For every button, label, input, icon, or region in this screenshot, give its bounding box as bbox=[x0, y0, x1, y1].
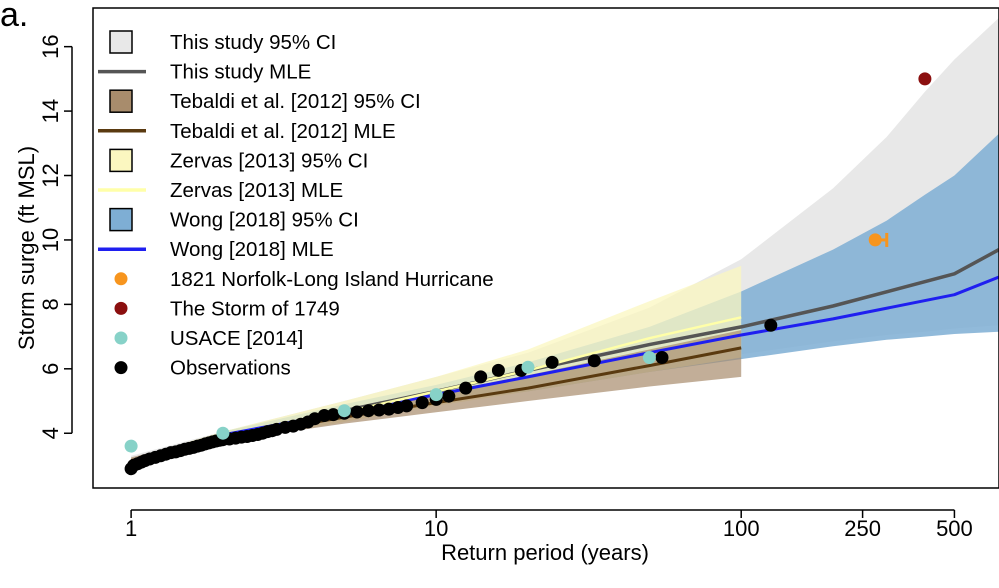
point-0-52 bbox=[491, 363, 505, 377]
legend-swatch-4 bbox=[109, 148, 133, 173]
y-tick-label-6: 16 bbox=[38, 34, 63, 58]
point-0-55 bbox=[587, 354, 601, 368]
legend-swatch-9 bbox=[114, 301, 128, 315]
point-0-46 bbox=[400, 399, 414, 413]
y-tick-label-2: 8 bbox=[38, 298, 63, 310]
legend-swatch-11 bbox=[114, 361, 128, 375]
legend-label-9: The Storm of 1749 bbox=[170, 297, 340, 320]
legend-swatch-0 bbox=[109, 30, 133, 54]
y-axis: 4 6 8 10 12 14 16 bbox=[38, 34, 73, 439]
point-0-51 bbox=[474, 370, 488, 384]
y-tick-label-5: 14 bbox=[38, 99, 63, 123]
y-tick-label-1: 6 bbox=[38, 363, 63, 375]
point-1-4 bbox=[521, 360, 535, 374]
x-tick-label-3: 250 bbox=[844, 516, 881, 541]
point-0-50 bbox=[459, 381, 473, 395]
y-tick-label-4: 12 bbox=[38, 163, 63, 187]
point-0-39 bbox=[326, 408, 340, 422]
legend-label-8: 1821 Norfolk-Long Island Hurricane bbox=[170, 268, 494, 291]
x-tick-label-2: 100 bbox=[723, 516, 760, 541]
legend-label-1: This study MLE bbox=[170, 61, 311, 84]
point-2-0 bbox=[918, 72, 932, 86]
legend: This study 95% CI This study MLE Tebaldi e… bbox=[98, 30, 494, 380]
point-0-56 bbox=[655, 351, 669, 364]
point-1-0 bbox=[124, 439, 138, 453]
point-1-5 bbox=[642, 351, 656, 364]
panel-label: a. bbox=[0, 0, 28, 34]
x-tick-label-0: 1 bbox=[125, 516, 137, 541]
data-points bbox=[124, 72, 932, 476]
legend-swatch-10 bbox=[114, 331, 128, 345]
y-axis-title: Storm surge (ft MSL) bbox=[14, 146, 39, 350]
x-axis-title: Return period (years) bbox=[441, 540, 649, 565]
point-1-2 bbox=[337, 404, 351, 418]
legend-swatch-2 bbox=[109, 89, 133, 113]
point-1-3 bbox=[429, 388, 443, 402]
point-0-49 bbox=[442, 389, 456, 403]
point-0-47 bbox=[415, 396, 429, 410]
y-tick-label-3: 10 bbox=[38, 228, 63, 252]
legend-label-0: This study 95% CI bbox=[170, 31, 336, 54]
y-tick-label-0: 4 bbox=[38, 427, 63, 439]
legend-label-3: Tebaldi et al. [2012] MLE bbox=[170, 120, 396, 143]
x-tick-label-1: 10 bbox=[424, 516, 448, 541]
point-0-42 bbox=[362, 404, 375, 418]
point-0-43 bbox=[372, 403, 386, 417]
point-0-54 bbox=[545, 355, 559, 369]
legend-label-4: Zervas [2013] 95% CI bbox=[170, 149, 368, 172]
legend-label-2: Tebaldi et al. [2012] 95% CI bbox=[170, 90, 421, 113]
point-0-57 bbox=[764, 318, 778, 332]
plot-frame bbox=[92, 7, 999, 489]
legend-label-5: Zervas [2013] MLE bbox=[170, 179, 343, 202]
x-axis: 1 10 100 250 500 bbox=[125, 509, 973, 541]
legend-label-6: Wong [2018] 95% CI bbox=[170, 209, 359, 232]
band-1 bbox=[222, 133, 999, 440]
legend-label-11: Observations bbox=[170, 357, 291, 380]
legend-swatch-6 bbox=[109, 207, 133, 232]
point-3-0 bbox=[868, 233, 882, 247]
band-2 bbox=[131, 265, 742, 469]
x-tick-label-4: 500 bbox=[936, 516, 973, 541]
point-1-1 bbox=[216, 426, 230, 440]
legend-label-7: Wong [2018] MLE bbox=[170, 238, 334, 261]
point-0-41 bbox=[350, 405, 364, 419]
legend-swatch-8 bbox=[114, 272, 128, 286]
legend-label-10: USACE [2014] bbox=[170, 327, 303, 350]
